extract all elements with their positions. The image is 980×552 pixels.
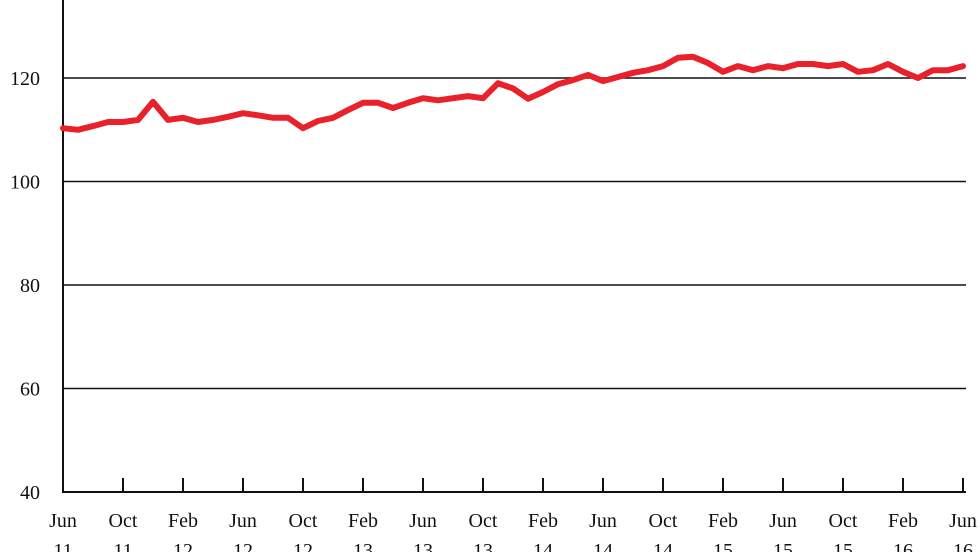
x-tick-label-month: Jun <box>409 510 437 532</box>
x-tick-label-month: Oct <box>289 510 318 532</box>
x-tick-label-month: Oct <box>829 510 858 532</box>
x-tick-label-year: 14 <box>593 540 613 552</box>
x-tick-label-month: Oct <box>649 510 678 532</box>
y-axis-tick-labels: 40 60 80 100 120 <box>10 68 40 504</box>
x-tick-label-month: Feb <box>528 510 558 532</box>
x-tick-label-month: Jun <box>49 510 77 532</box>
x-tick-label-month: Feb <box>168 510 198 532</box>
x-axis-ticks: Jun 11 Oct 11 Feb 12 Jun 12 Oct 12 Feb 13 Jun 13 Oct 13… <box>49 478 977 552</box>
y-tick-label: 120 <box>10 68 40 90</box>
x-tick-label-year: 16 <box>953 540 973 552</box>
x-tick-label-month: Jun <box>229 510 257 532</box>
y-tick-label: 40 <box>20 482 40 504</box>
y-tick-label: 100 <box>10 172 40 194</box>
x-tick-label-year: 15 <box>713 540 733 552</box>
gridlines <box>63 77 966 390</box>
x-tick-label-month: Feb <box>708 510 738 532</box>
y-tick-label: 60 <box>20 379 40 401</box>
x-tick-label-year: 12 <box>293 540 313 552</box>
x-tick-label-year: 12 <box>233 540 253 552</box>
x-tick-label-month: Feb <box>888 510 918 532</box>
x-tick-label-year: 15 <box>773 540 793 552</box>
x-tick-label-month: Oct <box>109 510 138 532</box>
series-line <box>60 53 966 133</box>
x-tick-label-year: 13 <box>473 540 493 552</box>
x-tick-label-year: 13 <box>353 540 373 552</box>
x-tick-label-year: 13 <box>413 540 433 552</box>
x-tick-label-month: Oct <box>469 510 498 532</box>
x-tick-label-year: 16 <box>893 540 913 552</box>
x-tick-label-year: 11 <box>113 540 132 552</box>
x-tick-label-month: Jun <box>769 510 797 532</box>
y-tick-label: 80 <box>20 275 40 297</box>
x-tick-label-year: 11 <box>53 540 72 552</box>
x-tick-label-year: 15 <box>833 540 853 552</box>
x-tick-label-month: Feb <box>348 510 378 532</box>
x-tick-label-year: 12 <box>173 540 193 552</box>
x-tick-label-year: 14 <box>533 540 553 552</box>
x-tick-label-month: Jun <box>589 510 617 532</box>
x-tick-label-year: 14 <box>653 540 673 552</box>
x-tick-label-month: Jun <box>949 510 977 532</box>
